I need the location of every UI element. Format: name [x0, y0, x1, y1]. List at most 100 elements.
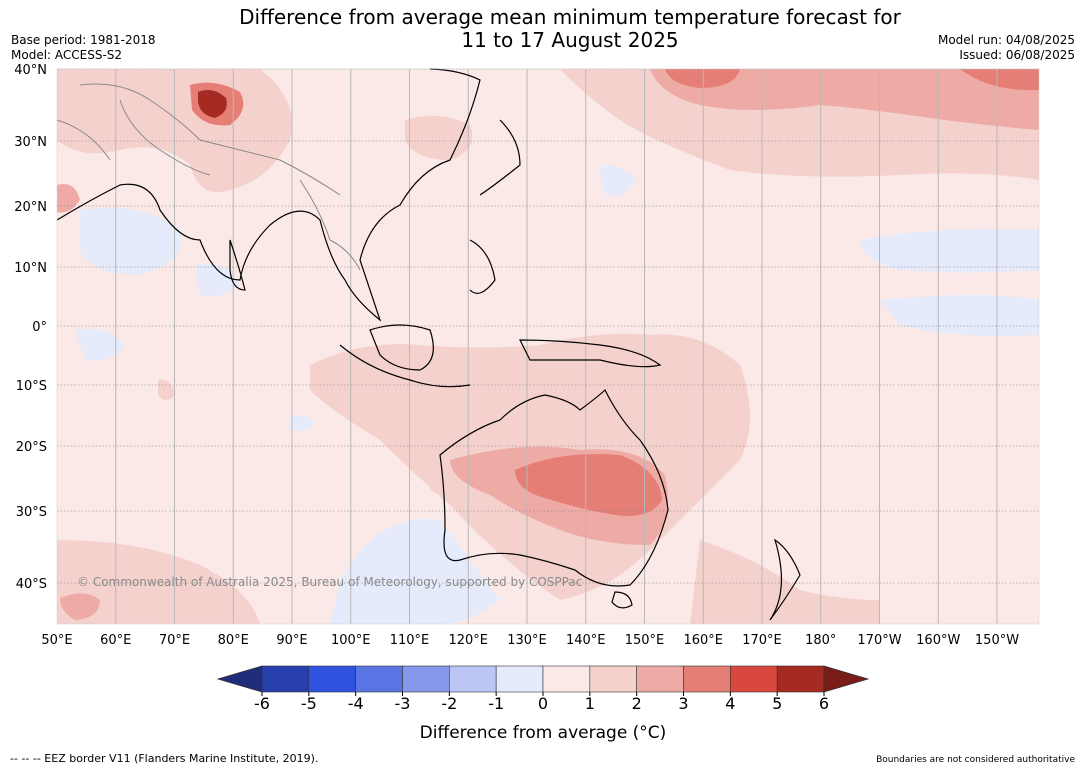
latitude-labels: 40°N 30°N 20°N 10°N 0° 10°S 20°S 30°S 40°S: [14, 63, 47, 592]
cool-anomaly-region: [330, 518, 500, 624]
colorbar-segment: [730, 665, 778, 693]
longitude-label: 170°W: [857, 633, 901, 648]
country-borders: [56, 83, 361, 271]
longitude-label: 140°E: [566, 633, 606, 648]
longitude-label: 70°E: [159, 633, 190, 648]
warm-anomaly-region: [430, 479, 465, 497]
colorbar-under-arrow: [216, 665, 263, 693]
colorbar-tick-label: -6: [254, 694, 270, 713]
base-period-label: Base period: 1981-2018: [11, 33, 156, 47]
warm-anomaly-region: [690, 540, 880, 624]
warm-anomaly-region: [515, 454, 662, 516]
coastlines: [56, 68, 801, 621]
warm-anomaly-region: [405, 439, 420, 456]
cool-anomaly-region: [80, 207, 182, 275]
warm-anomaly-region: [665, 69, 740, 88]
warm-anomaly-region: [57, 184, 80, 213]
latitude-label: 30°S: [16, 505, 47, 520]
longitude-label: 150°E: [625, 633, 665, 648]
new-zealand-coastline: [769, 538, 801, 621]
latitude-label: 30°N: [14, 135, 47, 150]
sri-lanka-coastline: [229, 239, 246, 291]
model-run-label: Model run: 04/08/2025: [937, 33, 1075, 47]
cool-anomaly-region: [75, 329, 125, 361]
longitude-label: 100°E: [331, 633, 371, 648]
latitude-label: 0°: [32, 320, 47, 335]
map-title-line1: Difference from average mean minimum tem…: [239, 5, 901, 29]
colorbar-tick-label: 6: [819, 694, 829, 713]
colorbar-tick-label: 2: [632, 694, 642, 713]
colorbar-segment: [495, 665, 544, 693]
colorbar-label: Difference from average (°C): [420, 723, 667, 743]
longitude-label: 150°W: [975, 633, 1019, 648]
colorbar-segments: [216, 665, 870, 693]
longitude-label: 170°E: [742, 633, 782, 648]
asia-coastline: [56, 68, 481, 322]
colorbar-segment: [308, 665, 356, 693]
warm-anomaly-region: [650, 69, 1039, 130]
colorbar-tick-label: -4: [348, 694, 364, 713]
longitude-label: 130°E: [507, 633, 547, 648]
cool-anomaly-region: [860, 228, 1039, 273]
colorbar-segment: [589, 665, 637, 693]
borneo-coastline: [369, 324, 434, 371]
gridlines: [115, 69, 998, 624]
warm-anomaly-region: [960, 69, 1039, 91]
cool-anomaly-region: [288, 415, 315, 431]
longitude-label: 80°E: [218, 633, 249, 648]
colorbar-tick-label: -3: [395, 694, 411, 713]
colorbar-tick-label: 3: [678, 694, 688, 713]
latitude-label: 10°N: [14, 261, 47, 276]
tasmania-coastline: [611, 591, 633, 609]
latitude-label: 20°N: [14, 200, 47, 215]
longitude-label: 90°E: [276, 633, 307, 648]
warm-anomaly-region: [57, 540, 260, 624]
new-guinea-coastline: [519, 339, 662, 368]
boundaries-note: Boundaries are not considered authoritat…: [876, 755, 1075, 765]
longitude-label: 120°E: [448, 633, 488, 648]
sumatra-java-coastline: [339, 344, 471, 388]
map-frame: [56, 68, 1040, 625]
warm-anomaly-region: [198, 90, 227, 118]
latitude-label: 40°S: [16, 577, 47, 592]
longitude-label: 160°W: [916, 633, 960, 648]
colorbar-tick-label: 4: [725, 694, 735, 713]
issued-label: Issued: 06/08/2025: [959, 48, 1075, 62]
colorbar-segment: [636, 665, 684, 693]
colorbar-segment: [776, 665, 825, 693]
copyright-notice: © Commonwealth of Australia 2025, Bureau…: [77, 575, 582, 589]
colorbar-tick-label: -5: [301, 694, 317, 713]
longitude-label: 60°E: [100, 633, 131, 648]
colorbar-tick-label: 1: [585, 694, 595, 713]
colorbar-tick-label: 0: [538, 694, 548, 713]
colorbar-segment: [355, 665, 403, 693]
latitude-label: 10°S: [16, 379, 47, 394]
colorbar-segment: [449, 665, 497, 693]
latitude-label: 20°S: [16, 440, 47, 455]
eez-border-note: -- -- -- EEZ border V11 (Flanders Marine…: [10, 752, 319, 765]
warm-anomaly-region: [60, 593, 100, 620]
colorbar-tick-label: -1: [488, 694, 504, 713]
colorbar-tick-labels: -6 -5 -4 -3 -2 -1 0 1 2 3 4 5 6: [254, 692, 829, 713]
longitude-label: 160°E: [683, 633, 723, 648]
cool-anomaly-region: [195, 264, 240, 297]
colorbar-segment: [683, 665, 731, 693]
colorbar-segment: [402, 665, 450, 693]
longitude-label: 180°: [805, 633, 836, 648]
model-label: Model: ACCESS-S2: [11, 48, 123, 62]
latitude-label: 40°N: [14, 63, 47, 78]
colorbar-segment: [261, 665, 310, 693]
longitude-labels: 50°E 60°E 70°E 80°E 90°E 100°E 110°E 120°E 130°E…: [41, 633, 1019, 648]
cool-anomaly-region: [598, 165, 635, 196]
colorbar-over-arrow: [823, 665, 870, 693]
colorbar-tick-label: 5: [772, 694, 782, 713]
colorbar-segment: [542, 665, 591, 693]
colorbar-tick-label: -2: [441, 694, 457, 713]
japan-coastline: [479, 119, 521, 196]
australia-coastline: [439, 388, 669, 587]
map-title-line2: 11 to 17 August 2025: [461, 28, 679, 52]
philippines-coastline: [469, 239, 496, 294]
longitude-label: 50°E: [41, 633, 72, 648]
